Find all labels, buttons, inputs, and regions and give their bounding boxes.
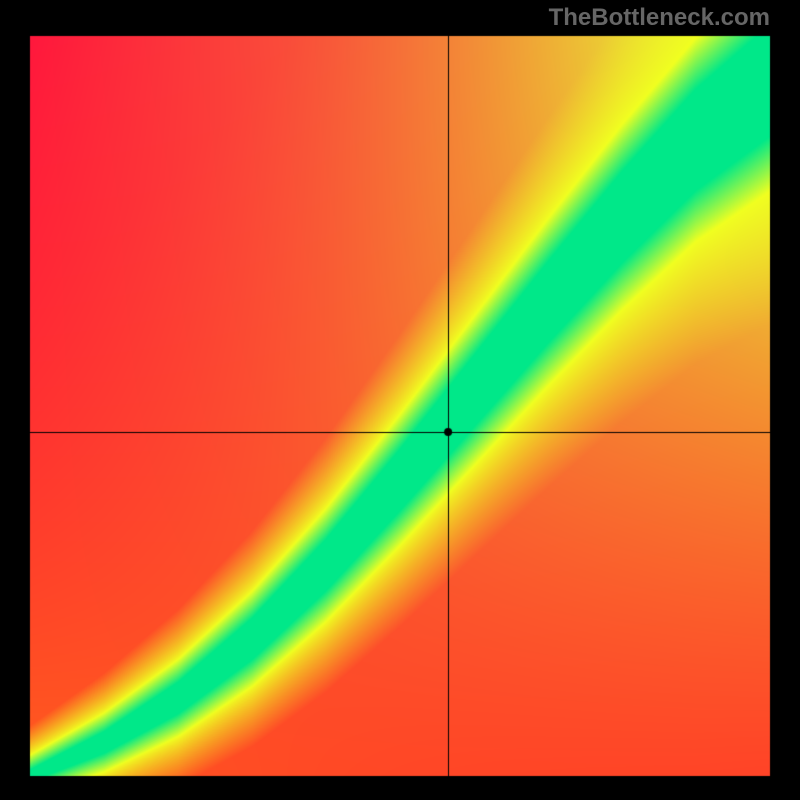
chart-container: TheBottleneck.com xyxy=(0,0,800,800)
bottleneck-heatmap-canvas xyxy=(0,0,800,800)
watermark-text: TheBottleneck.com xyxy=(549,4,770,32)
